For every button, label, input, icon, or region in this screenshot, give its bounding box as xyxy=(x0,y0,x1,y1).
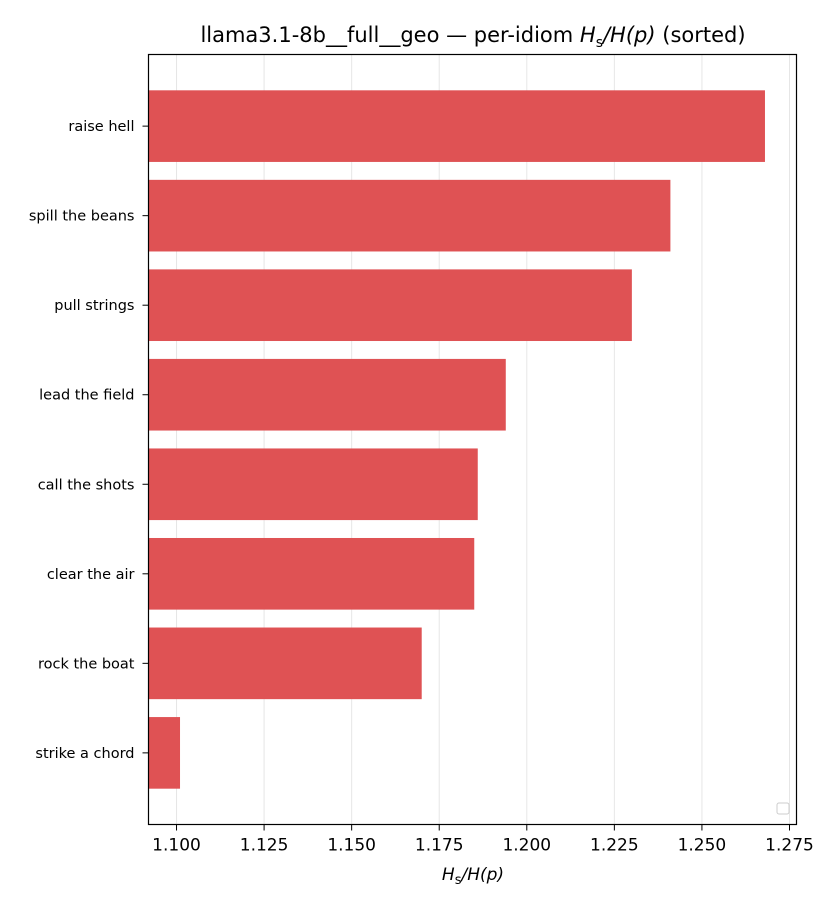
y-category-label: clear the air xyxy=(47,567,135,583)
bar xyxy=(148,179,671,252)
bar xyxy=(148,90,765,162)
y-category-label: raise hell xyxy=(68,119,134,135)
x-ticks: 1.100 1.125 1.150 1.175 1.200 1.225 1.250 1.275 xyxy=(152,824,814,856)
bar xyxy=(148,269,632,342)
bar xyxy=(148,717,181,789)
x-tick-label: 1.150 xyxy=(327,836,376,856)
grid-layer xyxy=(176,54,790,825)
y-category-label: call the shots xyxy=(38,477,135,493)
chart-title: llama3.1-8b__full__geo — per-idiom Hs/H(… xyxy=(200,23,745,51)
title-denominator: /H(p) xyxy=(601,23,656,47)
bar xyxy=(148,627,422,700)
y-category-label: pull strings xyxy=(54,298,134,314)
x-tick-label: 1.250 xyxy=(678,836,727,856)
x-tick-label: 1.175 xyxy=(415,836,464,856)
bars-layer xyxy=(148,90,765,789)
bar xyxy=(148,448,478,521)
x-tick-label: 1.275 xyxy=(765,836,814,856)
x-axis-label: Hs/H(p) xyxy=(442,865,504,888)
bar xyxy=(148,537,475,610)
x-tick-label: 1.225 xyxy=(590,836,639,856)
y-category-label: rock the boat xyxy=(38,656,135,672)
plot-frame xyxy=(147,53,798,826)
bar xyxy=(148,358,506,431)
legend-box xyxy=(776,802,790,815)
y-categories: raise hell spill the beans pull strings lea… xyxy=(29,119,149,762)
x-tick-label: 1.125 xyxy=(240,836,289,856)
x-tick-label: 1.100 xyxy=(152,836,201,856)
y-category-label: spill the beans xyxy=(29,209,135,225)
y-category-label: strike a chord xyxy=(35,746,134,762)
y-category-label: lead the field xyxy=(39,388,134,404)
x-tick-label: 1.200 xyxy=(502,836,551,856)
